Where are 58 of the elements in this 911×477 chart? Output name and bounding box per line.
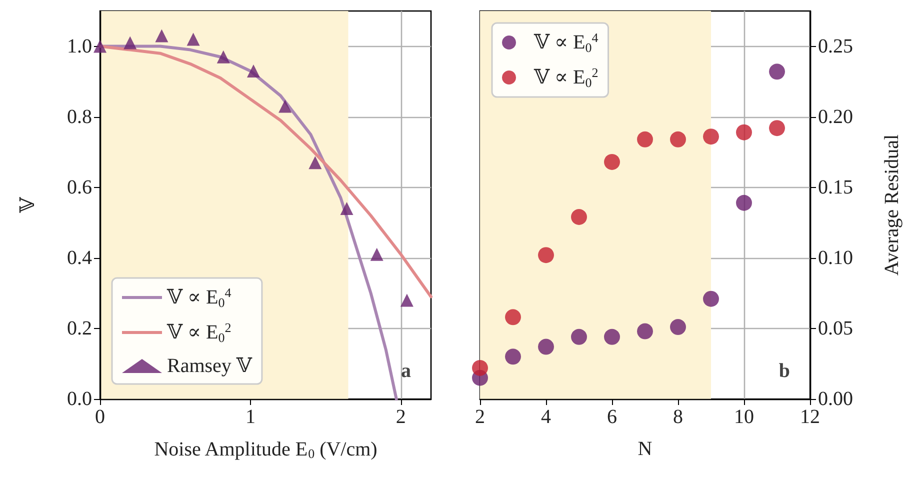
x-tick-label: 6 (607, 406, 617, 428)
point (769, 64, 785, 80)
point (505, 309, 521, 326)
point (340, 202, 354, 216)
point (736, 124, 752, 140)
point (308, 156, 322, 170)
y2-tick-label: 0.20 (818, 106, 853, 128)
x-tick-label: 8 (673, 406, 683, 428)
point (769, 120, 785, 136)
annotation: b (778, 360, 790, 382)
point (670, 131, 686, 148)
x-tick-label: 4 (541, 406, 551, 428)
point (571, 208, 587, 225)
point (703, 128, 719, 145)
x-axis-title: Noise Amplitude E0 (V/cm) (154, 438, 378, 461)
y-tick-label: 0.0 (67, 388, 92, 410)
point (186, 32, 200, 46)
y-axis-title: 𝕍 (17, 196, 39, 214)
point (736, 194, 752, 211)
y-tick-label: 1.0 (67, 35, 92, 58)
point (637, 131, 653, 148)
point (637, 323, 653, 340)
x-tick-label: 12 (800, 406, 820, 428)
point (124, 36, 137, 50)
point (604, 328, 620, 345)
point (155, 29, 168, 42)
y2-axis-title: Average Residual (881, 134, 903, 276)
y2-tick-label: 0.15 (818, 176, 853, 198)
x-tick-label: 0 (95, 406, 105, 428)
point (370, 248, 384, 261)
point (216, 50, 230, 64)
point (246, 64, 260, 78)
point (472, 360, 488, 376)
x-tick-label: 10 (734, 406, 754, 428)
point (538, 247, 554, 264)
point (604, 154, 620, 170)
point (703, 290, 719, 307)
y-tick-label: 0.6 (67, 176, 92, 198)
point (538, 338, 554, 355)
x-tick-label: 1 (245, 406, 256, 428)
point (670, 319, 686, 336)
x-axis-title: N (638, 438, 652, 460)
point (505, 348, 521, 365)
y-tick-label: 0.4 (67, 246, 92, 269)
point (400, 294, 414, 307)
annotation: a (401, 360, 411, 382)
point (571, 328, 587, 345)
point (278, 100, 292, 113)
y2-tick-label: 0.05 (818, 317, 853, 340)
y2-tick-label: 0.25 (818, 35, 853, 58)
y2-tick-label: 0.00 (818, 388, 853, 410)
y-tick-label: 0.8 (67, 106, 92, 128)
y-tick-label: 0.2 (67, 317, 92, 340)
y2-tick-label: 0.10 (818, 246, 853, 269)
point (94, 40, 106, 53)
x-tick-label: 2 (396, 406, 406, 428)
x-tick-label: 2 (475, 406, 485, 428)
legend-label: Ramsey 𝕍 (167, 355, 252, 377)
